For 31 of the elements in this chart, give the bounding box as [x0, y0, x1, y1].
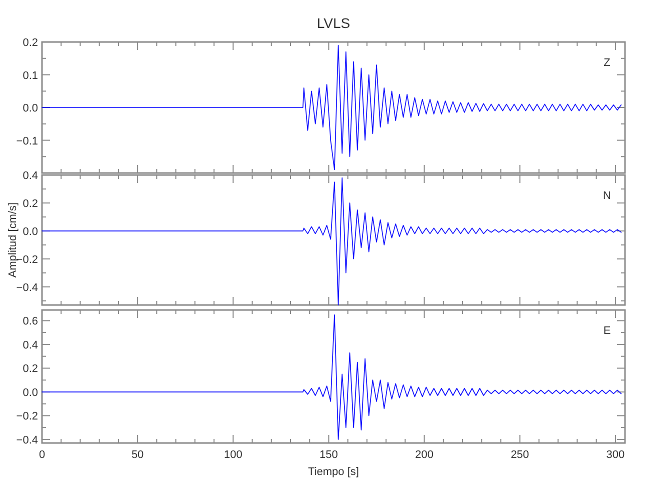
chart-title: LVLS [316, 15, 350, 31]
y-tick-label: 0.6 [22, 316, 38, 328]
y-tick-label: −0.4 [16, 282, 38, 294]
annotation: E [603, 325, 611, 337]
y-tick-label: −0.4 [16, 434, 38, 446]
y-axis-title: Amplitud [cm/s] [7, 202, 19, 278]
y-tick-label: 0.4 [22, 339, 38, 352]
line-series [42, 314, 622, 440]
y-tick-label: −0.1 [16, 135, 38, 148]
annotation: N [603, 190, 612, 202]
y-tick-label: 0.1 [22, 70, 38, 82]
x-tick-label: 200 [415, 449, 434, 461]
line-series [42, 177, 622, 306]
y-tick-label: 0.0 [22, 226, 38, 238]
y-tick-label: 0.0 [22, 386, 38, 399]
y-tick-label: 0.2 [22, 363, 38, 376]
x-tick-label: 250 [510, 449, 530, 461]
x-tick-label: 150 [320, 449, 338, 461]
y-tick-label: 0.4 [22, 170, 38, 182]
y-tick-label: −0.2 [16, 254, 38, 266]
x-tick-label: 0 [38, 449, 46, 461]
annotation: Z [604, 57, 611, 69]
y-tick-label: −0.2 [16, 410, 38, 423]
y-tick-label: 0.0 [22, 102, 38, 114]
x-tick-label: 300 [606, 449, 625, 461]
x-tick-label: 50 [131, 449, 144, 461]
x-axis-title: Tiempo [s] [308, 466, 359, 478]
y-tick-label: 0.2 [22, 37, 38, 49]
x-tick-label: 100 [224, 449, 242, 461]
y-tick-label: 0.2 [22, 198, 38, 210]
line-series [42, 44, 622, 170]
